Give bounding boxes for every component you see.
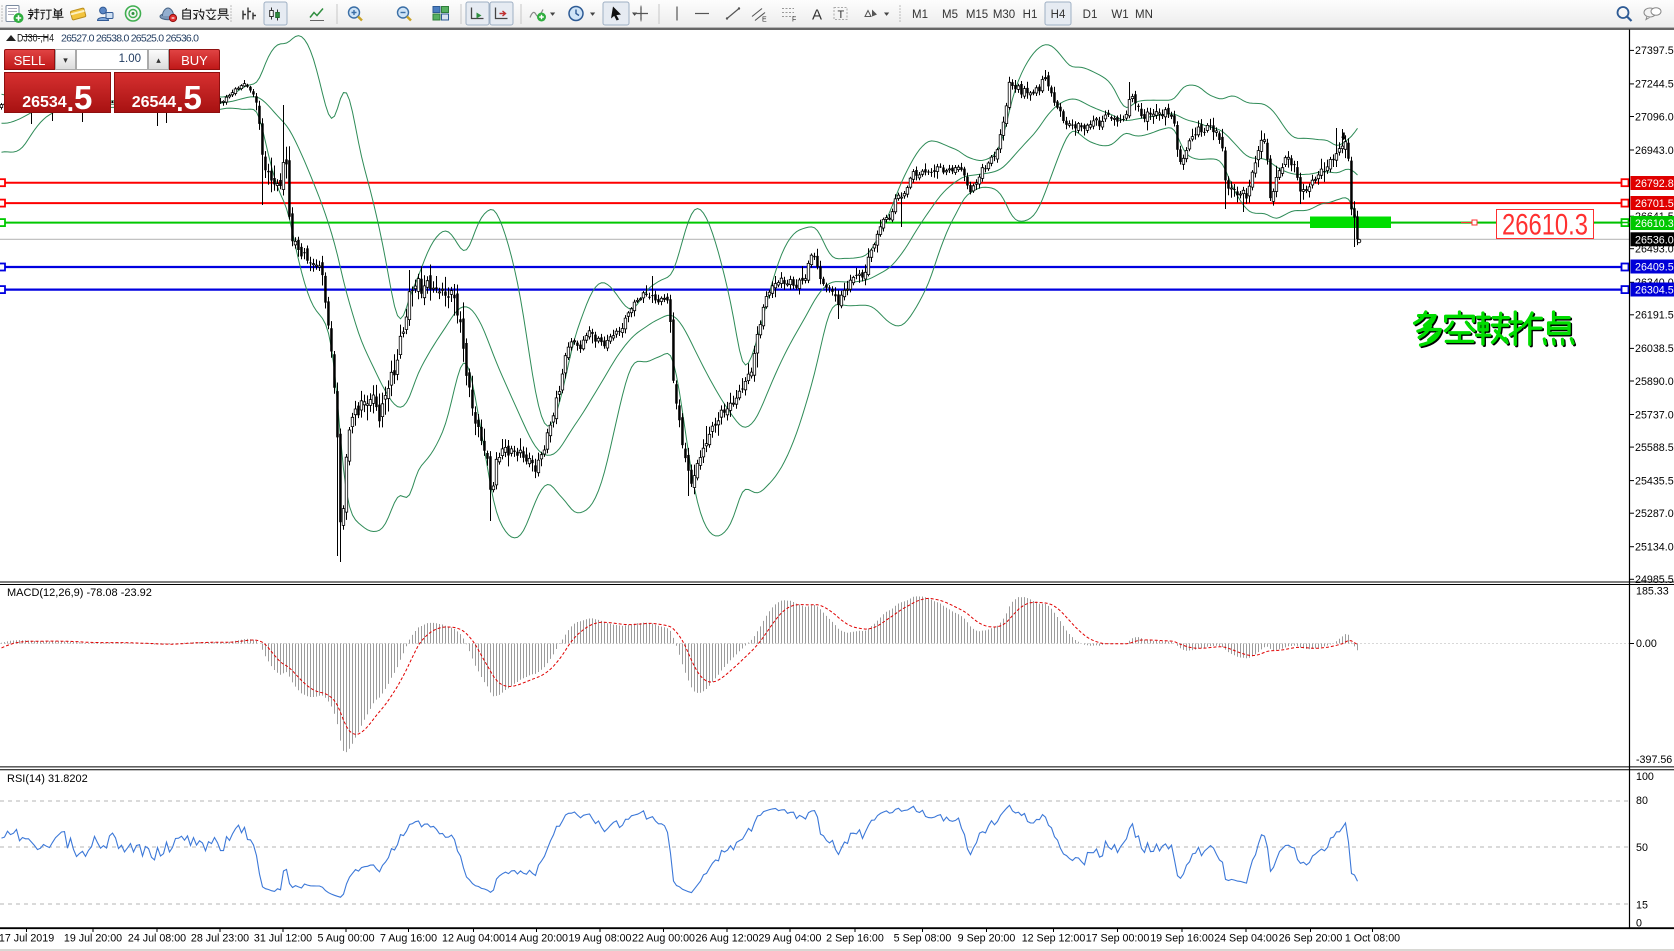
svg-text:M15: M15 — [966, 9, 988, 21]
svg-text:26527.0 26538.0 26525.0 26536.: 26527.0 26538.0 26525.0 26536.0 — [61, 33, 199, 45]
svg-text:31 Jul 12:00: 31 Jul 12:00 — [254, 933, 312, 945]
svg-text:-397.56: -397.56 — [1636, 754, 1672, 766]
svg-text:5 Aug 00:00: 5 Aug 00:00 — [317, 933, 374, 945]
svg-text:26409.5: 26409.5 — [1635, 262, 1674, 274]
svg-text:RSI(14) 31.8202: RSI(14) 31.8202 — [7, 773, 88, 785]
svg-text:2 Sep 16:00: 2 Sep 16:00 — [826, 933, 884, 945]
svg-text:F: F — [792, 17, 796, 24]
svg-text:5 Sep 08:00: 5 Sep 08:00 — [894, 933, 952, 945]
svg-text:E: E — [762, 17, 767, 24]
svg-text:17 Jul 2019: 17 Jul 2019 — [0, 933, 54, 945]
svg-text:26 Sep 20:00: 26 Sep 20:00 — [1279, 933, 1343, 945]
svg-text:25890.0: 25890.0 — [1635, 376, 1674, 388]
svg-text:H4: H4 — [1051, 9, 1066, 21]
svg-text:M1: M1 — [912, 9, 928, 21]
svg-text:26304.5: 26304.5 — [1635, 285, 1674, 297]
svg-text:80: 80 — [1636, 795, 1648, 807]
svg-text:26701.5: 26701.5 — [1635, 198, 1674, 210]
svg-text:1 Oct 08:00: 1 Oct 08:00 — [1345, 933, 1400, 945]
svg-text:14 Aug 20:00: 14 Aug 20:00 — [505, 933, 568, 945]
svg-text:26038.5: 26038.5 — [1635, 343, 1674, 355]
svg-text:17 Sep 00:00: 17 Sep 00:00 — [1086, 933, 1150, 945]
svg-text:27244.5: 27244.5 — [1635, 79, 1674, 91]
svg-text:27397.5: 27397.5 — [1635, 45, 1674, 57]
svg-text:50: 50 — [1636, 842, 1648, 854]
svg-text:W1: W1 — [1111, 9, 1128, 21]
svg-text:25737.0: 25737.0 — [1635, 409, 1674, 421]
svg-text:15: 15 — [1636, 900, 1648, 912]
svg-text:26610.3: 26610.3 — [1635, 218, 1674, 230]
svg-text:9 Sep 20:00: 9 Sep 20:00 — [958, 933, 1016, 945]
svg-text:25588.5: 25588.5 — [1635, 442, 1674, 454]
svg-text:27096.0: 27096.0 — [1635, 111, 1674, 123]
svg-text:29 Aug 04:00: 29 Aug 04:00 — [759, 933, 822, 945]
svg-text:26792.8: 26792.8 — [1635, 178, 1674, 190]
svg-text:12 Sep 12:00: 12 Sep 12:00 — [1022, 933, 1086, 945]
svg-text:MN: MN — [1135, 9, 1153, 21]
svg-text:0: 0 — [1636, 918, 1642, 930]
svg-text:19 Sep 16:00: 19 Sep 16:00 — [1150, 933, 1214, 945]
svg-text:A: A — [812, 7, 822, 24]
svg-text:DJ30-,H4: DJ30-,H4 — [17, 33, 54, 45]
svg-text:M5: M5 — [942, 9, 958, 21]
svg-text:24 Jul 08:00: 24 Jul 08:00 — [128, 933, 186, 945]
svg-text:26536.0: 26536.0 — [1635, 234, 1674, 246]
svg-text:0.00: 0.00 — [1636, 638, 1657, 650]
svg-text:19 Jul 20:00: 19 Jul 20:00 — [64, 933, 122, 945]
svg-text:T: T — [838, 9, 845, 21]
svg-text:H1: H1 — [1023, 9, 1038, 21]
svg-text:M30: M30 — [993, 9, 1015, 21]
svg-text:26493.0: 26493.0 — [1635, 244, 1674, 256]
svg-text:12 Aug 04:00: 12 Aug 04:00 — [442, 933, 505, 945]
svg-text:25287.0: 25287.0 — [1635, 508, 1674, 520]
svg-text:22 Aug 00:00: 22 Aug 00:00 — [632, 933, 695, 945]
svg-text:D1: D1 — [1083, 9, 1098, 21]
svg-text:24 Sep 04:00: 24 Sep 04:00 — [1214, 933, 1278, 945]
svg-text:100: 100 — [1636, 771, 1654, 783]
svg-text:7 Aug 16:00: 7 Aug 16:00 — [380, 933, 437, 945]
svg-text:24985.5: 24985.5 — [1635, 574, 1674, 586]
svg-text:25134.0: 25134.0 — [1635, 542, 1674, 554]
svg-text:26943.0: 26943.0 — [1635, 145, 1674, 157]
svg-text:26 Aug 12:00: 26 Aug 12:00 — [696, 933, 759, 945]
svg-text:26610.3: 26610.3 — [1502, 209, 1588, 242]
svg-text:26191.5: 26191.5 — [1635, 310, 1674, 322]
svg-text:MACD(12,26,9) -78.08 -23.92: MACD(12,26,9) -78.08 -23.92 — [7, 587, 152, 599]
svg-text:185.33: 185.33 — [1636, 586, 1669, 598]
svg-text:28 Jul 23:00: 28 Jul 23:00 — [191, 933, 249, 945]
svg-text:25435.5: 25435.5 — [1635, 475, 1674, 487]
svg-text:19 Aug 08:00: 19 Aug 08:00 — [569, 933, 632, 945]
